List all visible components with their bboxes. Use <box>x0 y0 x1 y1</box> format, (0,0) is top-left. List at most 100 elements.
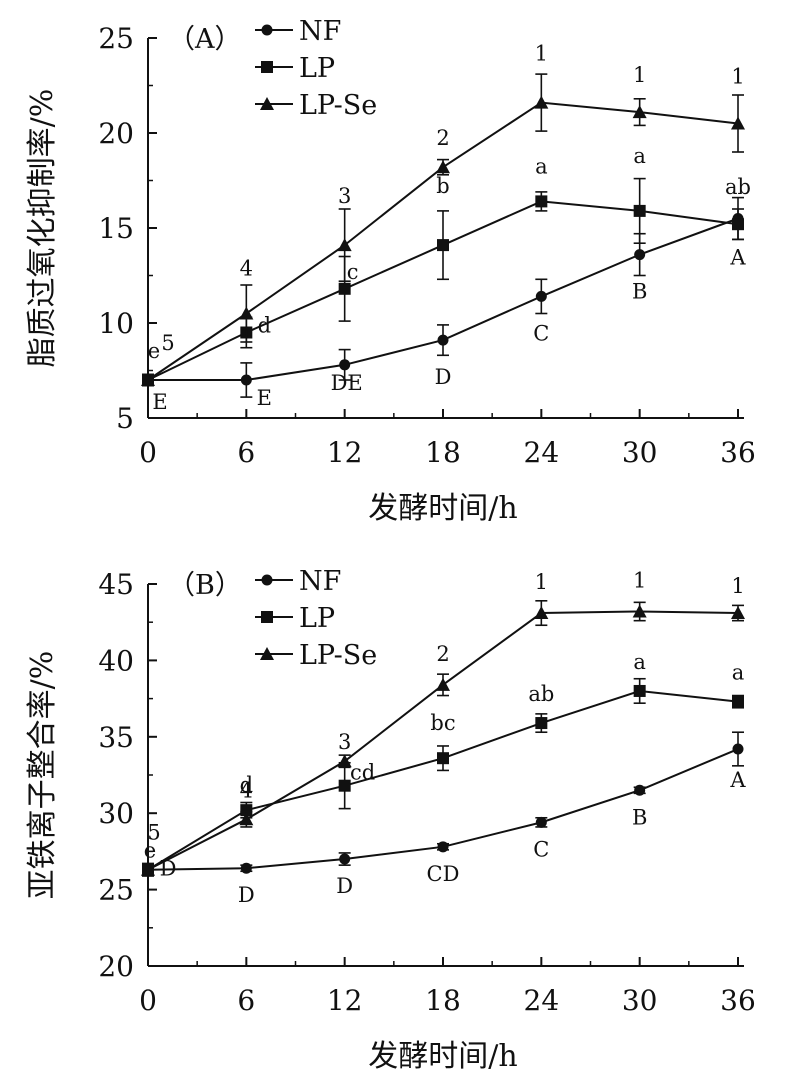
data-point <box>731 116 745 130</box>
significance-label: 3 <box>338 184 351 208</box>
significance-label: A <box>729 768 746 792</box>
data-point <box>535 195 548 208</box>
x-tick-label: 6 <box>237 984 255 1017</box>
x-tick-label: 30 <box>622 984 658 1017</box>
legend-entry: LP-Se <box>299 90 377 121</box>
legend-entry: LP <box>299 53 335 84</box>
significance-label: a <box>732 661 745 685</box>
data-point <box>141 373 155 386</box>
legend-marker <box>261 611 273 623</box>
x-tick-label: 18 <box>425 436 461 469</box>
significance-label: a <box>633 144 646 168</box>
data-point <box>338 282 351 295</box>
legend: NF LP LP-Se <box>255 566 377 671</box>
panel-label: （B） <box>168 570 242 601</box>
data-point <box>240 862 252 874</box>
y-tick-label: 20 <box>98 950 134 983</box>
data-point <box>437 752 449 765</box>
significance-label: 4 <box>240 778 253 802</box>
data-point <box>141 862 155 876</box>
data-point <box>534 606 549 620</box>
significance-label: B <box>632 805 647 829</box>
significance-label: A <box>729 246 746 270</box>
significance-label: C <box>533 837 549 861</box>
data-point <box>338 779 351 792</box>
data-point <box>339 359 351 371</box>
significance-label: 5 <box>147 821 160 845</box>
data-point <box>634 249 646 261</box>
significance-label: E <box>152 390 167 414</box>
y-tick-label: 30 <box>98 797 134 830</box>
y-tick-label: 20 <box>98 117 134 150</box>
x-tick-label: 18 <box>425 984 461 1017</box>
significance-label: CD <box>427 862 460 886</box>
significance-label: D <box>435 365 452 389</box>
significance-label: 5 <box>161 331 174 355</box>
y-tick-label: 25 <box>98 22 134 55</box>
legend-marker <box>260 647 274 660</box>
x-tick-label: 12 <box>327 984 363 1017</box>
data-point <box>339 853 351 865</box>
y-axis-title: 亚铁离子整合率/% <box>25 651 60 900</box>
data-point <box>633 204 646 217</box>
data-point <box>534 95 549 109</box>
significance-label: d <box>258 314 271 338</box>
data-point <box>535 290 547 302</box>
y-tick-label: 5 <box>116 402 134 435</box>
x-tick-label: 12 <box>327 436 363 469</box>
data-point <box>732 743 744 755</box>
data-point <box>633 684 646 697</box>
significance-label: 1 <box>633 569 646 593</box>
data-point <box>436 677 450 691</box>
x-tick-label: 24 <box>524 984 560 1017</box>
data-point <box>732 218 744 231</box>
x-tick-label: 0 <box>139 984 157 1017</box>
x-tick-label: 24 <box>524 436 560 469</box>
significance-label: 3 <box>338 730 351 754</box>
significance-label: 1 <box>731 65 744 89</box>
significance-label: C <box>533 321 549 345</box>
significance-label: e <box>144 839 156 863</box>
y-tick-label: 35 <box>98 721 134 754</box>
series-lp-se: 5 4 3 2 1 1 1 <box>141 569 745 877</box>
significance-label: a <box>535 154 548 178</box>
significance-label: c <box>347 260 359 284</box>
series-nf: E E DE D C B A <box>142 196 746 414</box>
data-point <box>337 238 352 252</box>
legend-entry: LP-Se <box>299 640 377 671</box>
significance-label: 1 <box>535 570 548 594</box>
data-point <box>240 374 252 386</box>
legend-marker <box>261 574 273 586</box>
data-point <box>437 841 449 853</box>
significance-label: a <box>633 650 646 674</box>
x-tick-label: 36 <box>720 436 756 469</box>
legend-entry: LP <box>299 603 335 634</box>
x-tick-label: 36 <box>720 984 756 1017</box>
series-lp-se: 5 4 3 2 1 1 1 <box>141 42 745 387</box>
significance-label: B <box>632 280 647 304</box>
legend-marker <box>261 24 273 36</box>
significance-label: ab <box>528 682 554 706</box>
y-tick-label: 15 <box>98 212 134 245</box>
significance-label: bc <box>430 711 455 735</box>
data-point <box>535 717 548 730</box>
significance-label: ab <box>725 175 751 199</box>
y-tick-label: 10 <box>98 307 134 340</box>
y-tick-label: 40 <box>98 644 134 677</box>
legend-entry: NF <box>299 16 341 47</box>
significance-label: 1 <box>535 42 548 66</box>
x-axis-title: 发酵时间/h <box>368 491 517 526</box>
data-point <box>239 812 254 826</box>
data-point <box>535 816 547 828</box>
data-point <box>437 334 449 346</box>
data-point <box>436 160 450 174</box>
data-point <box>632 105 647 119</box>
significance-label: e <box>148 339 160 363</box>
x-tick-label: 30 <box>622 436 658 469</box>
significance-label: 2 <box>436 642 449 666</box>
significance-label: 1 <box>731 574 744 598</box>
data-point <box>240 804 253 817</box>
y-tick-label: 25 <box>98 874 134 907</box>
